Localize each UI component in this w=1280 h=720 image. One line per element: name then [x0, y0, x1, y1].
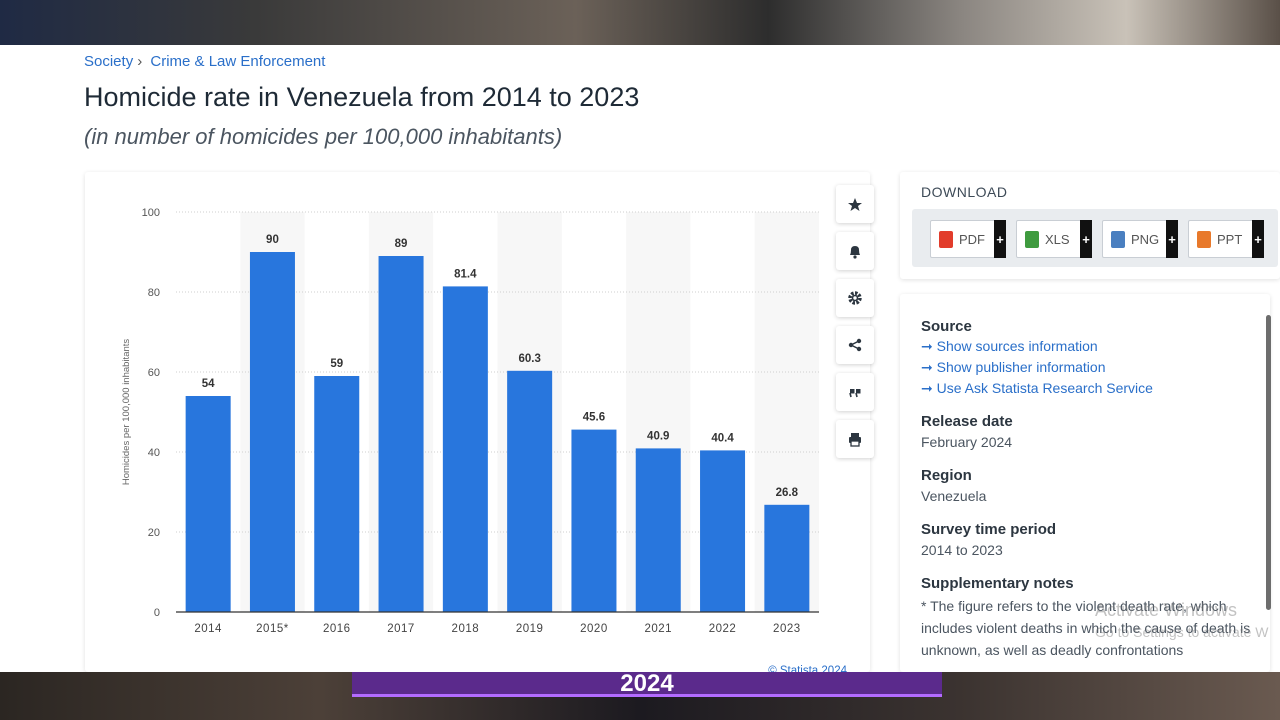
x-tick-label: 2022 [709, 623, 737, 635]
details-panel: Source ➞ Show sources information ➞ Show… [900, 294, 1270, 672]
detail-value: 2014 to 2023 [921, 542, 1003, 558]
notification-button[interactable] [836, 232, 874, 270]
x-tick-label: 2023 [773, 623, 801, 635]
watermark: Activate Windows [1095, 600, 1238, 620]
page-subtitle: (in number of homicides per 100,000 inha… [84, 124, 563, 149]
watermark: Go to Settings to activate W [1095, 624, 1269, 640]
detail-value: Venezuela [921, 488, 987, 504]
x-tick-label: 2015* [256, 623, 289, 635]
source-link[interactable]: ➞ Show publisher information [921, 359, 1106, 375]
bar [442, 286, 488, 612]
scrollbar[interactable] [1266, 315, 1271, 610]
y-tick-label: 100 [142, 207, 160, 219]
add-icon: + [1166, 220, 1178, 258]
value-label: 60.3 [518, 353, 540, 365]
x-tick-label: 2014 [194, 623, 222, 635]
credit: © Statista 2024 [768, 665, 847, 672]
bar [507, 370, 553, 612]
value-label: 90 [266, 234, 279, 246]
y-tick-label: 80 [148, 287, 160, 299]
value-label: 40.9 [647, 430, 669, 442]
add-icon: + [1080, 220, 1092, 258]
x-tick-label: 2017 [387, 623, 415, 635]
source-link[interactable]: ➞ Show sources information [921, 338, 1098, 354]
link-text[interactable]: Use Ask Statista Research Service [936, 380, 1153, 396]
value-label: 26.8 [776, 487, 799, 499]
breadcrumb: Society › Crime & Law Enforcement [84, 53, 329, 70]
y-tick-label: 0 [154, 607, 160, 619]
y-tick-label: 60 [148, 367, 160, 379]
download-button[interactable]: PNG + [1102, 220, 1178, 258]
share-button[interactable] [836, 326, 874, 364]
bar [700, 450, 746, 612]
y-tick-label: 40 [148, 447, 160, 459]
x-tick-label: 2020 [580, 623, 608, 635]
download-button[interactable]: PDF + [930, 220, 1006, 258]
bar [635, 448, 681, 612]
bar [764, 504, 810, 612]
breadcrumb-link[interactable]: Society [84, 53, 134, 70]
format-label: PPT [1217, 231, 1243, 247]
detail-heading: Survey time period [921, 521, 1057, 538]
footer-photo: 2024 [0, 672, 1280, 720]
detail-value: February 2024 [921, 434, 1013, 450]
bar [378, 256, 424, 612]
x-tick-label: 2018 [452, 623, 480, 635]
page-title: Homicide rate in Venezuela from 2014 to … [84, 82, 640, 112]
header-photo [0, 0, 1280, 45]
detail-heading: Supplementary notes [921, 575, 1074, 592]
cite-button[interactable] [836, 373, 874, 411]
link-text[interactable]: Show publisher information [936, 359, 1106, 375]
add-icon: + [1252, 220, 1264, 258]
breadcrumb-separator: › [137, 53, 143, 70]
format-label: XLS [1045, 231, 1070, 247]
x-tick-label: 2021 [644, 623, 672, 635]
format-label: PNG [1131, 231, 1160, 247]
download-heading: DOWNLOAD [921, 184, 1008, 200]
detail-heading: Source [921, 318, 972, 335]
breadcrumb-link[interactable]: Crime & Law Enforcement [150, 53, 326, 70]
value-label: 81.4 [454, 268, 477, 280]
add-icon: + [994, 220, 1006, 258]
value-label: 89 [395, 238, 408, 250]
chart-card: 0 20 40 60 80 100 Homicides per 100,000 inhabi… [85, 172, 870, 677]
print-button[interactable] [836, 420, 874, 458]
detail-heading: Release date [921, 413, 1013, 430]
y-axis-title: Homicides per 100,000 inhabitants [121, 339, 132, 486]
value-label: 40.4 [711, 432, 734, 444]
value-label: 45.6 [583, 412, 605, 424]
bar [185, 396, 231, 612]
source-link[interactable]: ➞ Use Ask Statista Research Service [921, 380, 1153, 396]
value-label: 59 [330, 358, 343, 370]
banner-text: 2024 [352, 672, 942, 697]
download-button[interactable]: PPT + [1188, 220, 1264, 258]
x-tick-label: 2019 [516, 623, 544, 635]
chart: 0 20 40 60 80 100 Homicides per 100,000 inhabi… [121, 207, 848, 677]
bar [314, 376, 360, 612]
value-label: 54 [202, 378, 215, 390]
x-tick-label: 2016 [323, 623, 351, 635]
bar [571, 429, 617, 612]
favorite-button[interactable] [836, 185, 874, 223]
link-text[interactable]: Show sources information [936, 338, 1098, 354]
y-tick-label: 20 [148, 527, 160, 539]
detail-value: * The figure refers to the violent death… [921, 598, 1251, 658]
format-label: PDF [959, 231, 985, 247]
settings-button[interactable] [836, 279, 874, 317]
bar [249, 252, 295, 612]
download-button[interactable]: XLS + [1016, 220, 1092, 258]
detail-heading: Region [921, 467, 972, 484]
